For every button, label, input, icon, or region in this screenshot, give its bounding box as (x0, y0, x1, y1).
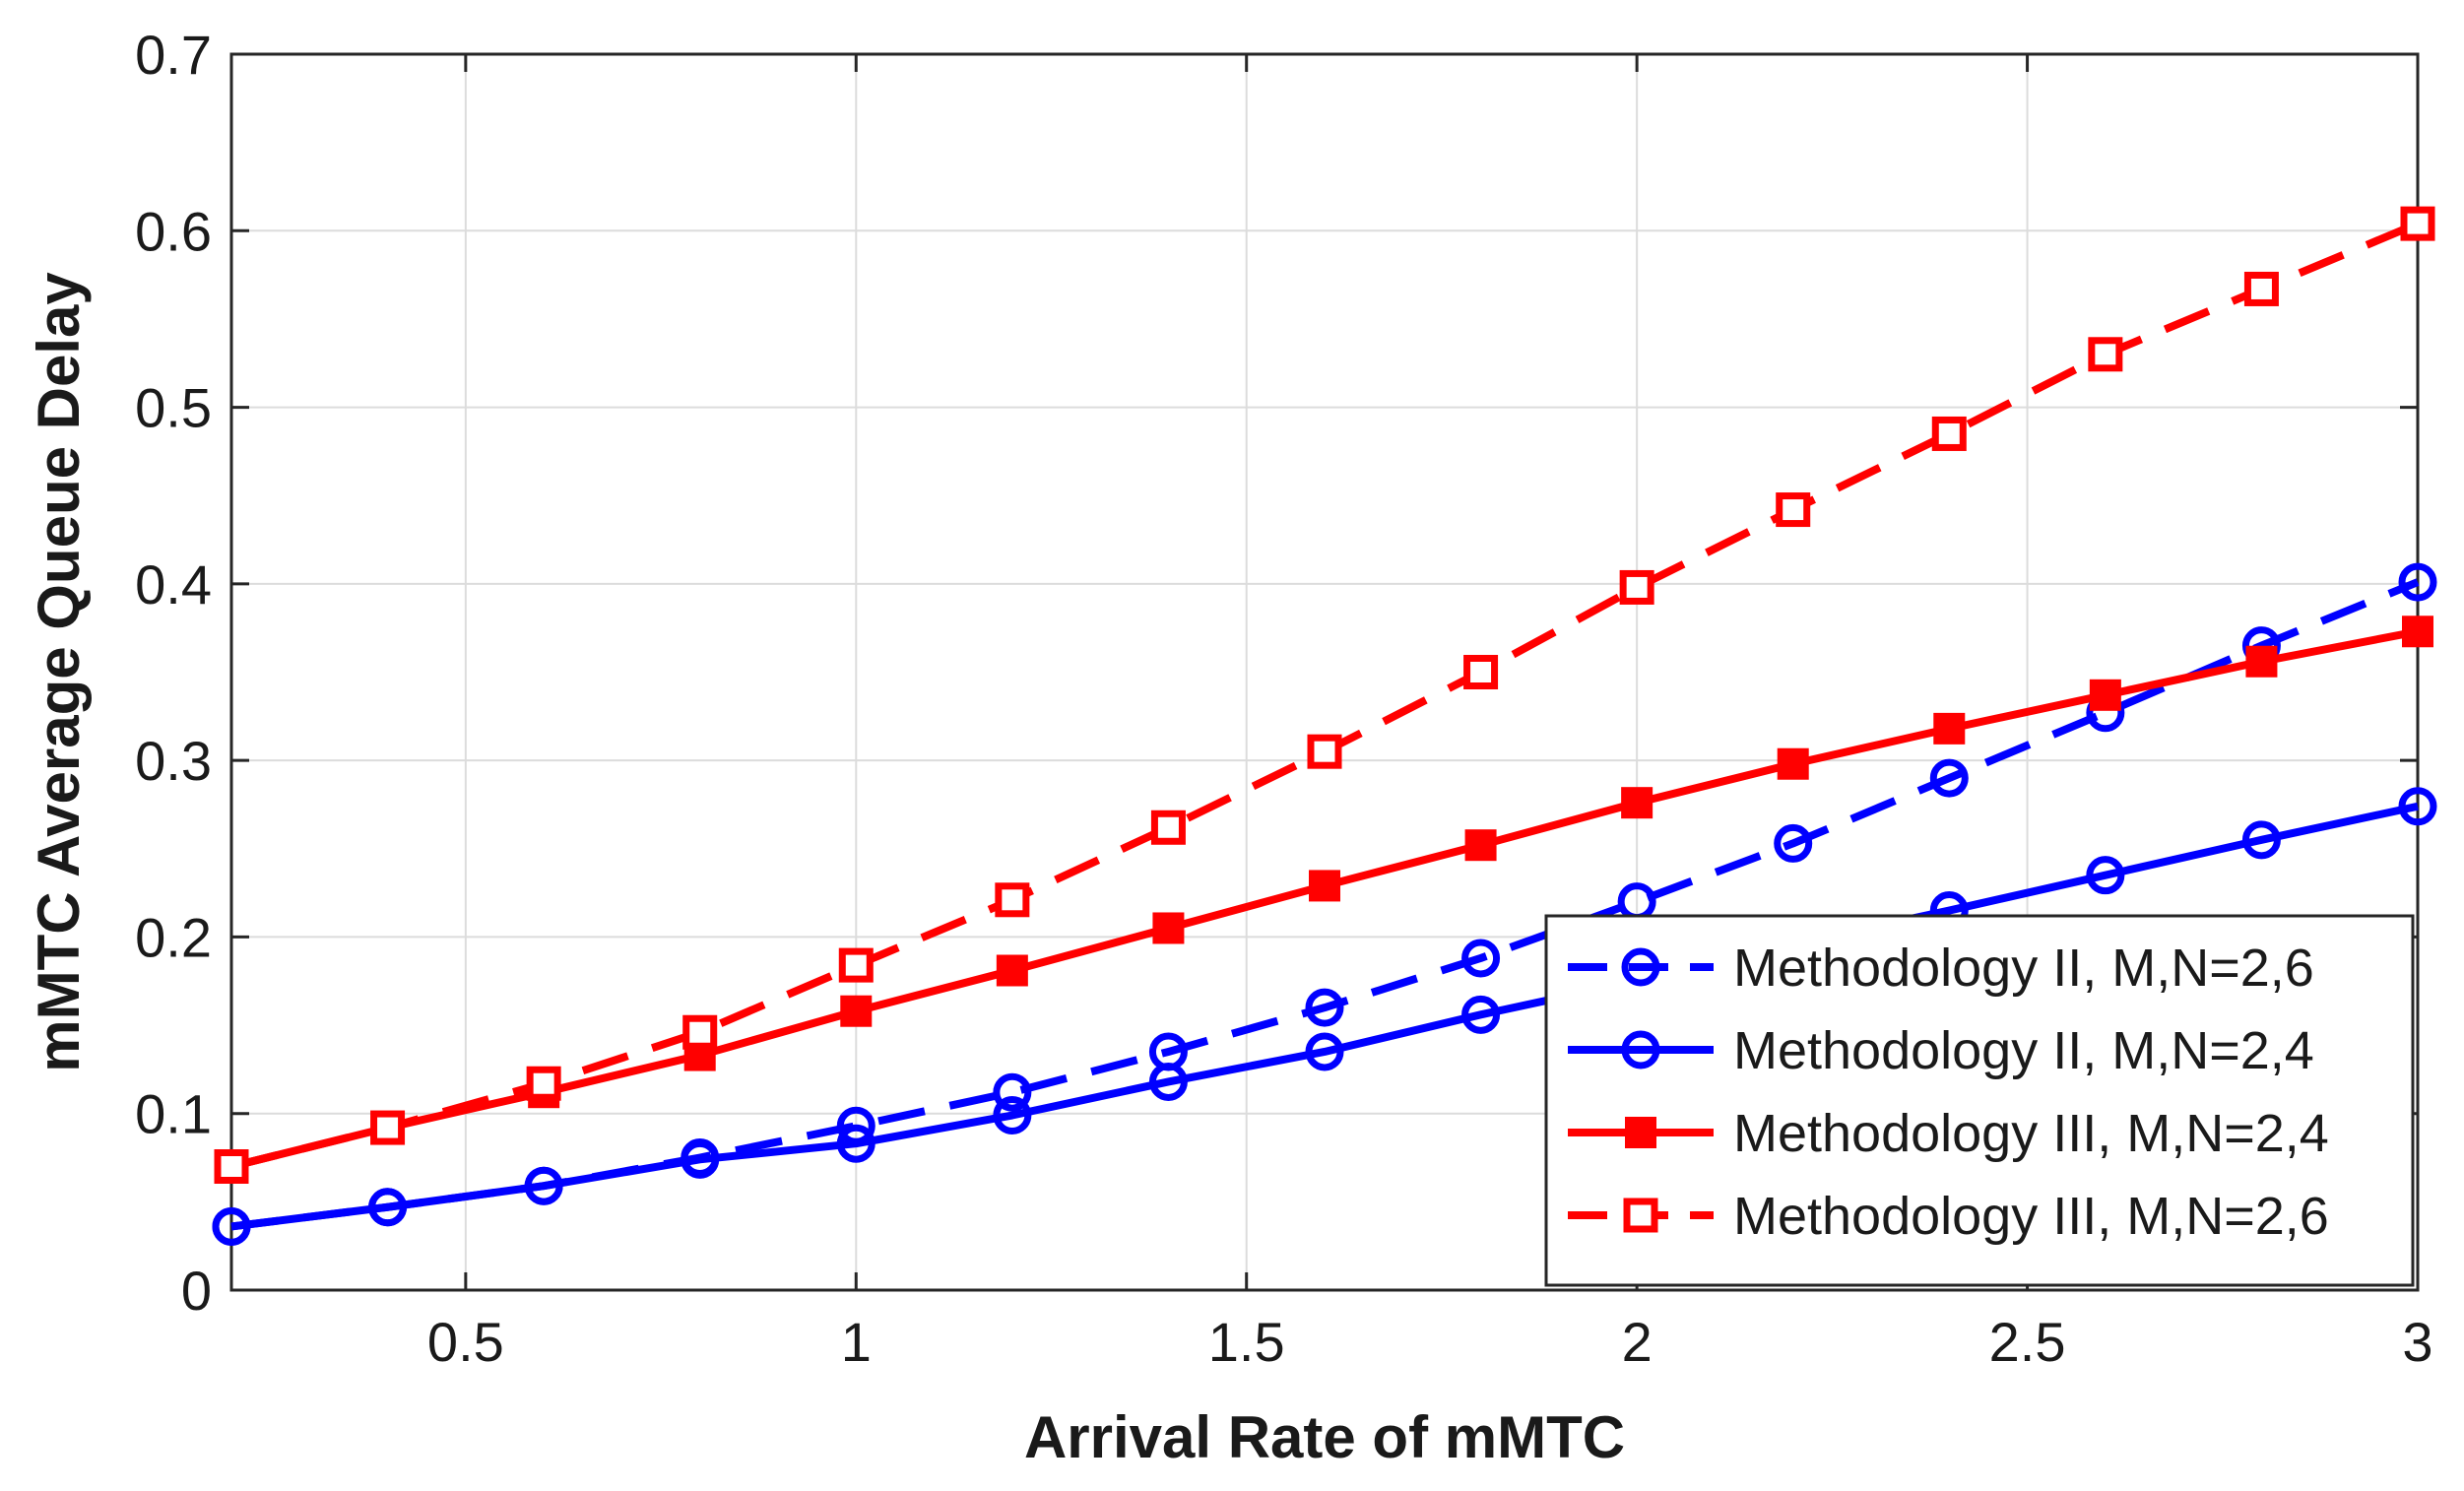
data-point (214, 1149, 249, 1184)
data-point (370, 1110, 406, 1145)
data-point (1305, 988, 1344, 1027)
data-point (1309, 870, 1340, 902)
data-point (1150, 810, 1186, 845)
data-point (1152, 912, 1185, 944)
legend-label: Methodology III, M,N=2,4 (1733, 1104, 2329, 1163)
x-tick-label: 3 (2402, 1311, 2432, 1373)
data-point (524, 1166, 563, 1205)
y-axis-title: mMTC Average Queue Delay (26, 272, 92, 1072)
data-point (1776, 492, 1811, 528)
legend-marker (1621, 947, 1660, 987)
data-point (368, 1188, 408, 1227)
data-point (995, 882, 1030, 918)
x-tick-label: 0.5 (427, 1311, 504, 1373)
y-tick-label: 0 (181, 1260, 212, 1322)
data-point (2243, 271, 2279, 306)
legend-box (1544, 914, 2415, 1287)
x-axis-title: Arrival Rate of mMTC (1024, 1404, 1625, 1470)
data-point (1619, 569, 1654, 605)
legend-item: Methodology III, M,N=2,6 (1568, 1187, 2329, 1246)
data-point (1464, 829, 1497, 862)
x-tick-label: 1 (841, 1311, 872, 1373)
legend-label: Methodology II, M,N=2,6 (1733, 939, 2314, 998)
data-point (1929, 758, 1969, 798)
legend-item: Methodology III, M,N=2,4 (1568, 1104, 2329, 1163)
data-point (1305, 1032, 1344, 1071)
data-point (2245, 645, 2278, 678)
data-point (1774, 823, 1813, 863)
legend-item: Methodology II, M,N=2,4 (1568, 1021, 2314, 1080)
data-point (836, 1124, 875, 1163)
data-point (2241, 820, 2281, 860)
series-methodology-iii-m-n-2-6 (214, 206, 2435, 1184)
data-point (2398, 787, 2437, 826)
y-tick-label: 0.1 (135, 1083, 212, 1145)
data-point (212, 1206, 251, 1246)
legend-item: Methodology II, M,N=2,6 (1568, 939, 2314, 998)
data-point (838, 947, 874, 983)
series-line (230, 802, 2419, 1231)
data-point (1933, 712, 1966, 745)
legend-label: Methodology II, M,N=2,4 (1733, 1021, 2314, 1080)
y-tick-label: 0.2 (135, 906, 212, 968)
data-point (2086, 856, 2125, 895)
legend-marker (1623, 1198, 1658, 1233)
data-point (996, 954, 1028, 987)
data-point (2402, 616, 2433, 648)
data-point (1463, 655, 1499, 689)
data-point (1461, 995, 1501, 1034)
y-tick-label: 0.7 (135, 24, 212, 86)
data-point (2398, 562, 2437, 602)
data-point (1931, 416, 1967, 451)
data-point (1307, 734, 1342, 769)
x-tick-label: 1.5 (1208, 1311, 1285, 1373)
data-point (2400, 206, 2435, 241)
data-point (1621, 787, 1653, 819)
y-tick-label: 0.3 (135, 730, 212, 792)
data-point (2088, 337, 2123, 372)
y-tick-label: 0.5 (135, 377, 212, 439)
data-point (1461, 939, 1501, 978)
x-tick-label: 2.5 (1989, 1311, 2066, 1373)
data-point (2089, 679, 2121, 711)
y-tick-label: 0.6 (135, 200, 212, 262)
axis-ticks: 0.5 1 1.5 2 2.5 3 0 0.1 0.2 0.3 0.4 0.5 0.6 0.7 (135, 24, 2432, 1373)
data-point (1777, 747, 1809, 780)
data-point (526, 1066, 561, 1101)
data-point (1148, 1062, 1188, 1101)
legend-marker (1625, 1117, 1656, 1148)
legend-marker (1621, 1030, 1660, 1070)
data-point (993, 1096, 1032, 1135)
legend: Methodology II, M,N=2,6 Methodology II, M… (1544, 914, 2415, 1287)
plot-area-frame (229, 52, 2420, 1292)
data-point (681, 1139, 720, 1179)
data-point (840, 995, 873, 1027)
data-point (682, 1014, 718, 1050)
legend-label: Methodology III, M,N=2,6 (1733, 1187, 2329, 1246)
x-tick-label: 2 (1622, 1311, 1653, 1373)
data-point (993, 1072, 1032, 1112)
y-tick-label: 0.4 (135, 553, 212, 616)
